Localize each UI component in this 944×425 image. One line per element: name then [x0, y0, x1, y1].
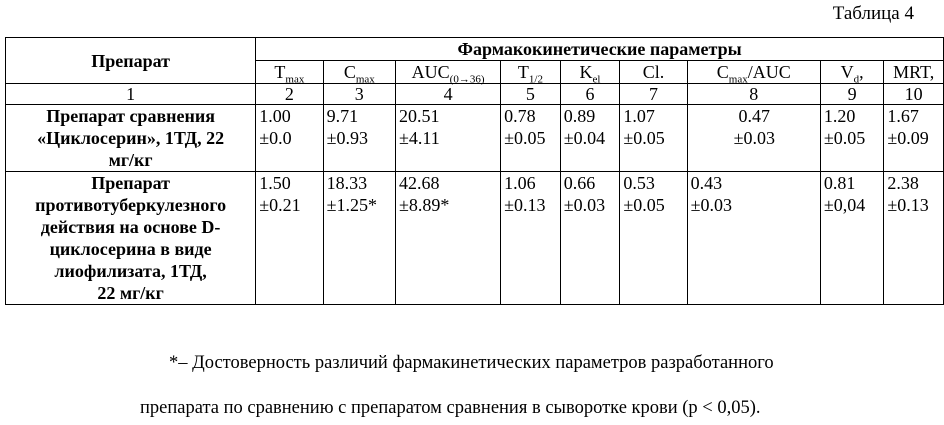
value-cell: 2.38 ±0.13: [883, 171, 944, 305]
value-cell: 1.00 ±0.0: [255, 104, 324, 172]
value-cell: 0.81 ±0,04: [819, 171, 885, 305]
value-cell: 0.78 ±0.05: [500, 104, 561, 172]
drug-name-cell: Препарат сравнения «Циклосерин», 1ТД, 22 м…: [4, 104, 257, 172]
param-header: T1/2: [500, 60, 561, 85]
column-number: 7: [619, 83, 688, 105]
param-header: Vd,: [819, 60, 885, 85]
value-cell: 1.50 ±0.21: [255, 171, 324, 305]
value-cell: 18.33 ±1.25*: [322, 171, 397, 305]
column-number: 4: [395, 83, 502, 105]
value-cell: 0.89 ±0.04: [559, 104, 621, 172]
column-number: 1: [4, 83, 257, 105]
column-number: 5: [500, 83, 561, 105]
param-header: Kel: [559, 60, 621, 85]
table-caption: Таблица 4: [832, 3, 914, 24]
value-cell: 0.47 ±0.03: [686, 104, 821, 172]
table-row: Препарат сравнения «Циклосерин», 1ТД, 22 м…: [4, 104, 944, 172]
column-number: 6: [559, 83, 621, 105]
value-cell: 42.68 ±8.89*: [395, 171, 502, 305]
column-number: 3: [322, 83, 397, 105]
param-header: Cl.: [619, 60, 688, 84]
value-cell: 0.66 ±0.03: [559, 171, 621, 305]
param-header: Tmax: [255, 60, 324, 85]
footnote-line-2: препарата по сравнению с препаратом срав…: [140, 398, 761, 418]
value-cell: 1.06 ±0.13: [500, 171, 561, 305]
value-cell: 0.53 ±0.05: [619, 171, 688, 305]
param-header: MRT,: [883, 60, 944, 84]
value-cell: 1.67 ±0.09: [883, 104, 944, 172]
table-row: Препарат противотуберкулезного действия на…: [4, 171, 944, 305]
param-header: Cmax/AUC: [686, 60, 821, 85]
value-cell: 1.07 ±0.05: [619, 104, 688, 172]
params-group-header: Фармакокинетические параметры: [255, 37, 944, 61]
value-cell: 1.20 ±0.05: [819, 104, 885, 172]
column-number: 2: [255, 83, 324, 105]
pharmacokinetics-table: Препарат Фармакокинетические параметры T…: [4, 37, 944, 305]
param-header-row: Tmax Cmax AUC(0→36) T1/2 Kel Cl. Cmax/AUC Vd, MR…: [6, 60, 944, 85]
column-number: 8: [686, 83, 821, 105]
param-header: Cmax: [322, 60, 397, 85]
drug-name-cell: Препарат противотуберкулезного действия на…: [4, 171, 257, 305]
value-cell: 0.43 ±0.03: [686, 171, 821, 305]
column-number: 9: [819, 83, 885, 105]
value-cell: 9.71 ±0.93: [322, 104, 397, 172]
drug-column-header: Препарат: [4, 37, 257, 84]
param-header: AUC(0→36): [395, 60, 502, 85]
value-cell: 20.51 ±4.11: [395, 104, 502, 172]
footnote-line-1: *– Достоверность различий фармакинетичес…: [169, 353, 774, 373]
column-number: 10: [883, 83, 944, 105]
column-number-row: 1 2 3 4 5 6 7 8 9 10: [4, 83, 944, 105]
